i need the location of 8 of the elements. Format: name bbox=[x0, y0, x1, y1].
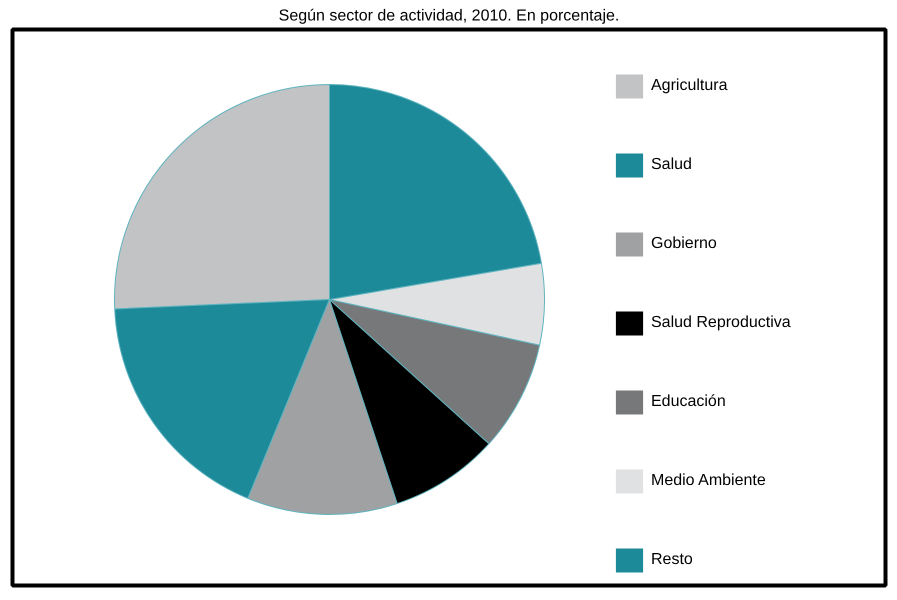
legend-label: Gobierno bbox=[651, 234, 717, 254]
legend-label: Salud Reproductiva bbox=[651, 313, 791, 333]
legend-label: Agricultura bbox=[651, 76, 728, 96]
legend-label: Educación bbox=[651, 392, 726, 412]
legend-label: Resto bbox=[651, 550, 693, 570]
chart-title: Según sector de actividad, 2010. En porcentaje. bbox=[278, 8, 620, 24]
legend-label: Medio Ambiente bbox=[651, 471, 766, 491]
legend-label: Salud bbox=[651, 155, 692, 175]
